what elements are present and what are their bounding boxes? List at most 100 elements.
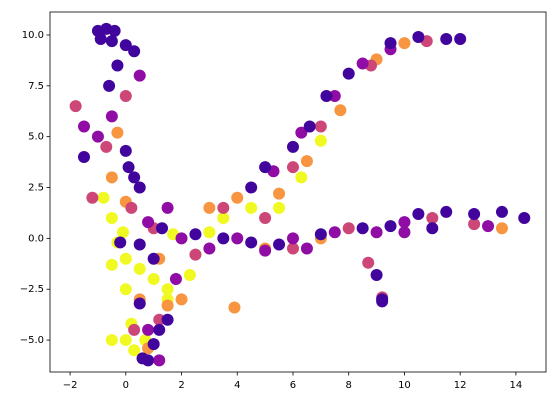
point [119, 252, 132, 265]
point [125, 201, 138, 214]
point [320, 90, 333, 102]
point [153, 323, 166, 336]
point [119, 90, 132, 102]
point [105, 110, 118, 123]
point [183, 268, 196, 281]
point [376, 295, 389, 308]
point [334, 104, 347, 117]
point [203, 201, 216, 214]
point [203, 242, 216, 255]
point [142, 216, 155, 229]
point [231, 232, 244, 245]
point [259, 244, 272, 257]
point [128, 171, 141, 184]
point [133, 262, 146, 275]
point [161, 283, 174, 296]
point [384, 220, 397, 233]
point [259, 161, 272, 174]
point [217, 201, 230, 214]
x-tick-label: 12 [454, 380, 467, 391]
point [245, 236, 258, 249]
x-tick-label: 4 [234, 380, 240, 391]
point [119, 334, 132, 347]
point [119, 283, 132, 296]
point [105, 334, 118, 347]
point [105, 212, 118, 225]
point [128, 323, 141, 336]
axes-frame [49, 11, 547, 373]
point [518, 212, 531, 225]
point [468, 207, 481, 220]
point [161, 313, 174, 326]
point [103, 79, 116, 92]
x-tick-label: 10 [398, 380, 411, 391]
point [300, 242, 313, 255]
point [161, 201, 174, 214]
point [153, 313, 166, 326]
point [142, 323, 155, 336]
point [356, 222, 369, 235]
point [495, 222, 508, 235]
point [189, 228, 202, 241]
point [175, 232, 188, 245]
point [105, 35, 118, 48]
x-tick-label: 14 [510, 380, 523, 391]
point [114, 236, 127, 249]
point [286, 140, 299, 153]
x-tick-label: 8 [346, 380, 352, 391]
point [136, 352, 149, 365]
point [231, 191, 244, 204]
point [228, 301, 241, 314]
point [77, 120, 90, 133]
point [147, 273, 160, 286]
point [314, 120, 327, 133]
point [412, 207, 425, 220]
point [362, 256, 375, 269]
point [119, 39, 132, 52]
point [286, 242, 299, 255]
point [314, 228, 327, 241]
point [128, 45, 141, 58]
point [384, 37, 397, 50]
point [161, 299, 174, 312]
point [342, 222, 355, 235]
point [169, 273, 182, 286]
y-tick-label: 7.5 [28, 81, 44, 92]
point [94, 33, 107, 46]
point [147, 252, 160, 265]
point [468, 218, 481, 231]
point [156, 222, 169, 235]
point [370, 268, 383, 281]
point [122, 161, 135, 174]
point [482, 220, 495, 233]
point [217, 212, 230, 225]
point [133, 297, 146, 310]
point [440, 205, 453, 218]
point [328, 90, 341, 102]
point [153, 354, 166, 367]
point [119, 144, 132, 157]
point [245, 201, 258, 214]
point [77, 151, 90, 164]
point [133, 181, 146, 194]
point [147, 338, 160, 351]
point [328, 226, 341, 239]
point [273, 201, 286, 214]
x-tick-label: 2 [178, 380, 184, 391]
point [426, 212, 439, 225]
y-tick-label: 10.0 [22, 30, 44, 41]
point [97, 191, 110, 204]
point [128, 344, 141, 357]
point [426, 222, 439, 235]
point [342, 67, 355, 80]
point [203, 226, 216, 239]
point [217, 232, 230, 245]
point [286, 161, 299, 174]
x-tick-label: −2 [63, 380, 78, 391]
y-tick-label: −2.5 [20, 284, 44, 295]
point [412, 31, 425, 44]
point [300, 155, 313, 168]
point [314, 134, 327, 147]
point [454, 33, 467, 46]
